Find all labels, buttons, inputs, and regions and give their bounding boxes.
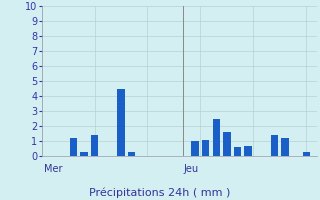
Bar	[191, 141, 199, 156]
Text: Précipitations 24h ( mm ): Précipitations 24h ( mm )	[89, 188, 231, 198]
Bar	[128, 152, 135, 156]
Bar	[212, 118, 220, 156]
Bar	[117, 88, 125, 156]
Bar	[70, 138, 77, 156]
Bar	[91, 135, 98, 156]
Bar	[234, 147, 241, 156]
Bar	[302, 152, 310, 156]
Bar	[244, 146, 252, 156]
Bar	[271, 135, 278, 156]
Text: Mer: Mer	[44, 164, 63, 174]
Text: Jeu: Jeu	[183, 164, 198, 174]
Bar	[202, 140, 209, 156]
Bar	[223, 132, 230, 156]
Bar	[80, 152, 88, 156]
Bar	[281, 138, 289, 156]
